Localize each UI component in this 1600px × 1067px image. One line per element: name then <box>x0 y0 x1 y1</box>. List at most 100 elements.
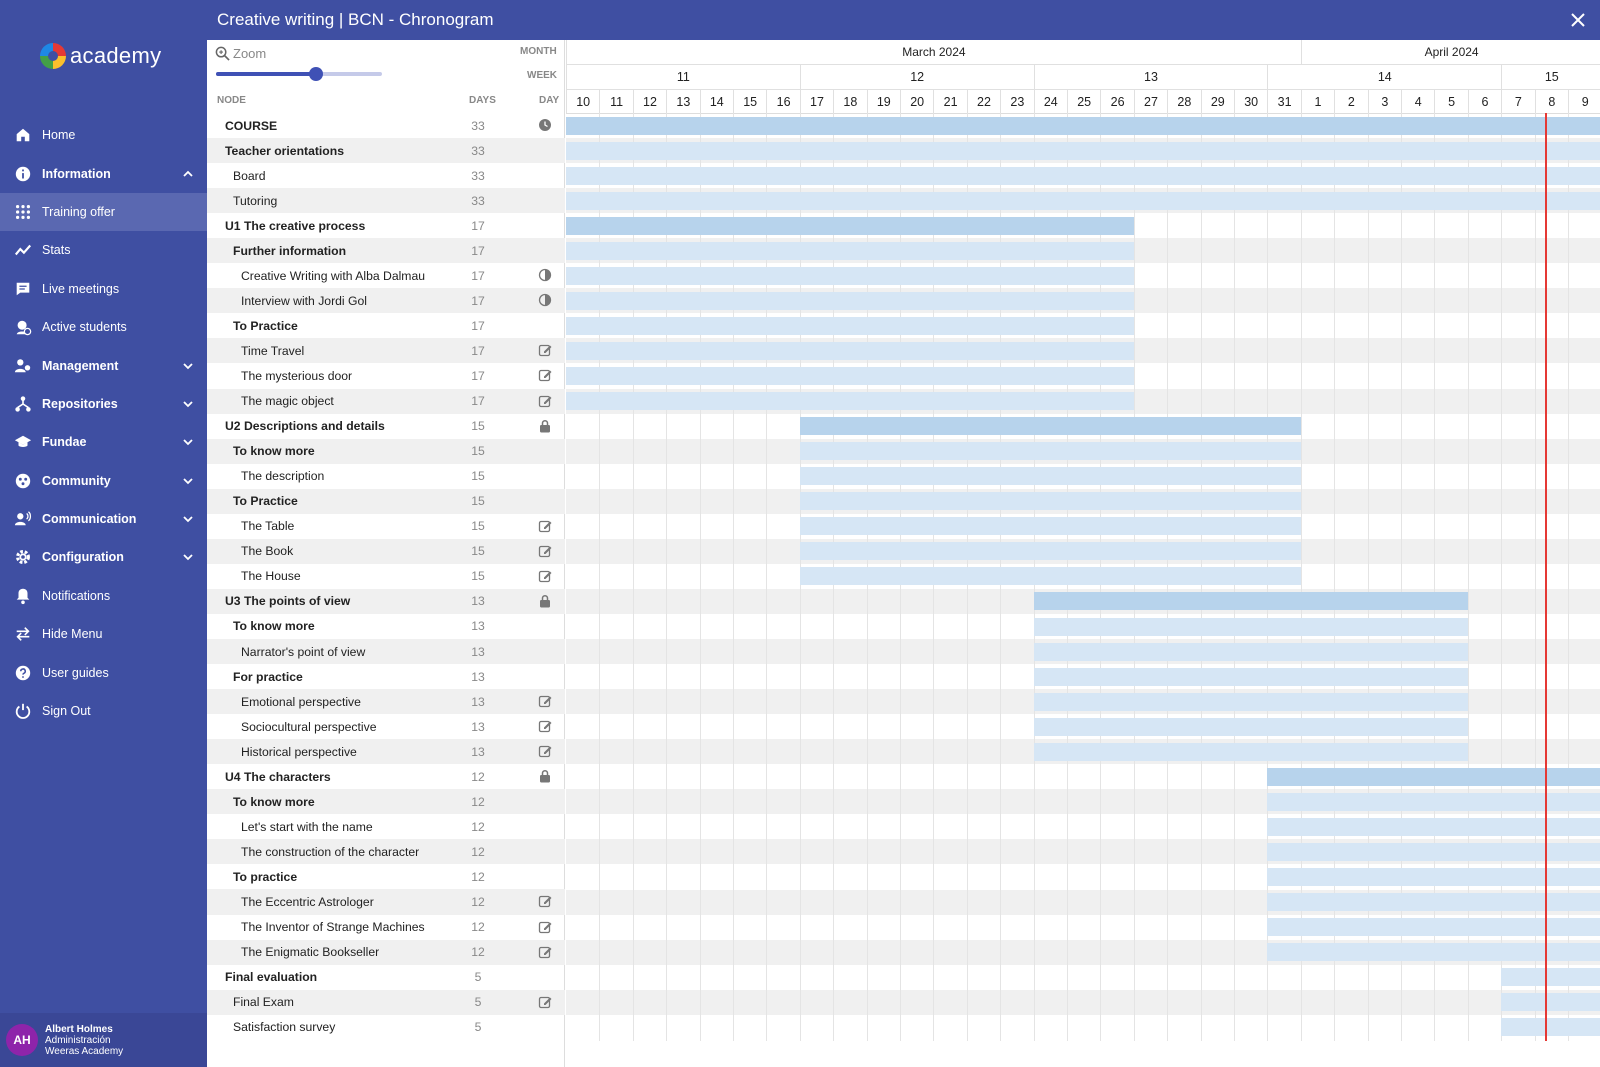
sidebar-item-hide-menu[interactable]: Hide Menu <box>0 615 207 653</box>
edit-icon[interactable] <box>538 569 552 583</box>
sidebar-item-sign-out[interactable]: Sign Out <box>0 692 207 730</box>
gantt-bar[interactable] <box>799 542 1301 561</box>
node-row[interactable]: Creative Writing with Alba Dalmau 17 <box>207 263 565 288</box>
gantt-bar[interactable] <box>1267 792 1600 811</box>
clock-icon[interactable] <box>538 118 552 132</box>
gantt-bar[interactable] <box>1033 717 1468 736</box>
brand-logo[interactable]: academy <box>40 38 161 74</box>
sidebar-item-configuration[interactable]: Configuration <box>0 538 207 576</box>
node-row[interactable]: The Book 15 <box>207 538 565 564</box>
gantt-bar[interactable] <box>566 341 1134 360</box>
gantt-bar[interactable] <box>1033 592 1468 611</box>
progress-icon[interactable] <box>538 293 552 307</box>
node-row[interactable]: Interview with Jordi Gol 17 <box>207 288 565 314</box>
node-row[interactable]: U3 The points of view 13 <box>207 588 565 614</box>
node-row[interactable]: The mysterious door 17 <box>207 363 565 388</box>
sidebar-item-live-meetings[interactable]: Live meetings <box>0 270 207 308</box>
sidebar-item-user-guides[interactable]: User guides <box>0 653 207 691</box>
gantt-bar[interactable] <box>1033 642 1468 661</box>
progress-icon[interactable] <box>538 268 552 282</box>
node-row[interactable]: To know more 15 <box>207 438 565 464</box>
sidebar-item-communication[interactable]: Communication <box>0 500 207 538</box>
node-row[interactable]: Let's start with the name 12 <box>207 814 565 839</box>
sidebar-item-repositories[interactable]: Repositories <box>0 385 207 423</box>
user-profile[interactable]: AH Albert Holmes Administración Weeras A… <box>0 1013 207 1067</box>
zoom-slider[interactable] <box>216 67 382 81</box>
gantt-bar[interactable] <box>1267 817 1600 836</box>
edit-icon[interactable] <box>538 995 552 1009</box>
node-row[interactable]: U2 Descriptions and details 15 <box>207 414 565 439</box>
node-row[interactable]: Sociocultural perspective 13 <box>207 714 565 739</box>
gantt-bar[interactable] <box>566 266 1134 285</box>
gantt-bar[interactable] <box>799 567 1301 586</box>
gantt-bar[interactable] <box>566 216 1134 235</box>
zoom-slider-thumb[interactable] <box>308 67 323 81</box>
gantt-bar[interactable] <box>1033 742 1468 761</box>
gantt-bar[interactable] <box>1267 868 1600 886</box>
node-row[interactable]: Emotional perspective 13 <box>207 689 565 715</box>
node-row[interactable]: Time Travel 17 <box>207 338 565 364</box>
gantt-bar[interactable] <box>1501 1018 1600 1037</box>
gantt-bar[interactable] <box>1501 968 1600 987</box>
node-row[interactable]: Historical perspective 13 <box>207 739 565 765</box>
node-row[interactable]: The Inventor of Strange Machines 12 <box>207 915 565 940</box>
node-row[interactable]: COURSE 33 <box>207 113 565 138</box>
edit-icon[interactable] <box>538 343 552 357</box>
gantt-bar[interactable] <box>1267 893 1600 912</box>
node-row[interactable]: Further information 17 <box>207 238 565 264</box>
sidebar-item-notifications[interactable]: Notifications <box>0 577 207 615</box>
edit-icon[interactable] <box>538 945 552 959</box>
node-row[interactable]: To know more 13 <box>207 614 565 639</box>
gantt-bar[interactable] <box>566 191 1600 210</box>
node-row[interactable]: The Enigmatic Bookseller 12 <box>207 939 565 965</box>
node-row[interactable]: Final evaluation 5 <box>207 965 565 990</box>
lock-icon[interactable] <box>538 419 552 433</box>
gantt-bar[interactable] <box>1267 943 1600 962</box>
node-row[interactable]: U4 The characters 12 <box>207 764 565 789</box>
gantt-bar[interactable] <box>566 367 1134 385</box>
gantt-bar[interactable] <box>1267 842 1600 861</box>
gantt-bar[interactable] <box>799 517 1301 536</box>
sidebar-item-management[interactable]: Management <box>0 346 207 384</box>
gantt-bar[interactable] <box>566 291 1134 310</box>
gantt-bar[interactable] <box>566 141 1600 160</box>
sidebar-item-community[interactable]: Community <box>0 462 207 500</box>
node-row[interactable]: Narrator's point of view 13 <box>207 638 565 665</box>
lock-icon[interactable] <box>538 594 552 608</box>
node-row[interactable]: Board 33 <box>207 163 565 188</box>
edit-icon[interactable] <box>538 368 552 382</box>
edit-icon[interactable] <box>538 694 552 708</box>
node-row[interactable]: To Practice 17 <box>207 313 565 338</box>
gantt-bar[interactable] <box>566 241 1134 260</box>
lock-icon[interactable] <box>538 769 552 783</box>
gantt-bar[interactable] <box>1267 767 1600 786</box>
sidebar-item-active-students[interactable]: Active students <box>0 308 207 346</box>
gantt-bar[interactable] <box>566 116 1600 135</box>
gantt-bar[interactable] <box>566 392 1134 411</box>
node-row[interactable]: U1 The creative process 17 <box>207 213 565 238</box>
gantt-bar[interactable] <box>799 417 1301 436</box>
gantt-bar[interactable] <box>566 316 1134 335</box>
sidebar-item-fundae[interactable]: Fundae <box>0 423 207 461</box>
gantt-bar[interactable] <box>1033 692 1468 711</box>
node-row[interactable]: Teacher orientations 33 <box>207 138 565 164</box>
gantt-bar[interactable] <box>1267 918 1600 937</box>
node-row[interactable]: For practice 13 <box>207 664 565 689</box>
gantt-bar[interactable] <box>1033 667 1468 686</box>
node-row[interactable]: Final Exam 5 <box>207 989 565 1015</box>
edit-icon[interactable] <box>538 894 552 908</box>
edit-icon[interactable] <box>538 744 552 758</box>
gantt-bar[interactable] <box>566 166 1600 185</box>
sidebar-item-stats[interactable]: Stats <box>0 231 207 269</box>
sidebar-item-training-offer[interactable]: Training offer <box>0 192 207 232</box>
sidebar-item-information[interactable]: Information <box>0 154 207 192</box>
node-row[interactable]: To Practice 15 <box>207 488 565 514</box>
node-row[interactable]: The Eccentric Astrologer 12 <box>207 889 565 915</box>
gantt-bar[interactable] <box>799 442 1301 461</box>
node-row[interactable]: To practice 12 <box>207 864 565 889</box>
node-row[interactable]: The Table 15 <box>207 514 565 539</box>
close-icon[interactable] <box>1568 10 1588 30</box>
edit-icon[interactable] <box>538 544 552 558</box>
gantt-bar[interactable] <box>1033 617 1468 636</box>
edit-icon[interactable] <box>538 719 552 733</box>
